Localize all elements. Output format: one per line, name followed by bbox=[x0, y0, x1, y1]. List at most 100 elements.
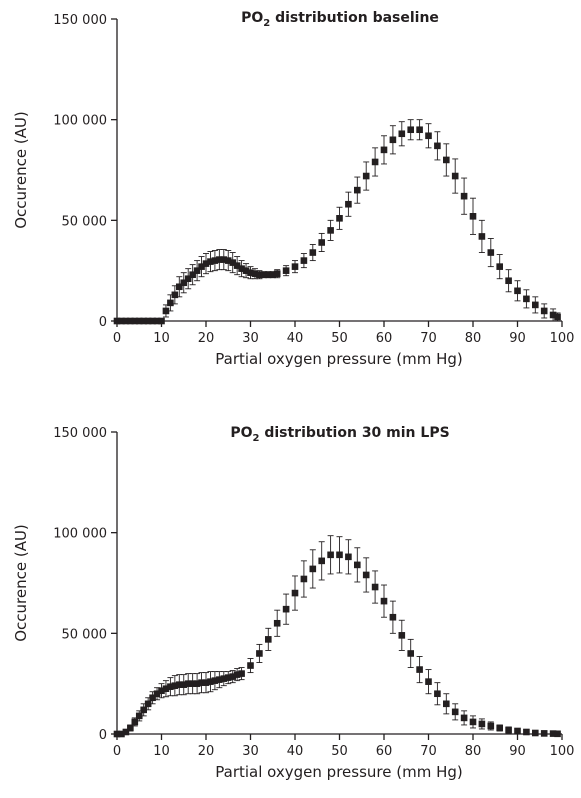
data-point bbox=[460, 714, 468, 722]
data-point bbox=[451, 708, 459, 716]
data-point bbox=[443, 700, 450, 708]
data-point bbox=[167, 683, 174, 690]
x-tick-label: 50 bbox=[331, 331, 348, 346]
data-point bbox=[198, 679, 205, 686]
data-point bbox=[425, 132, 432, 140]
data-point bbox=[540, 307, 548, 315]
data-points bbox=[113, 119, 561, 325]
data-point bbox=[398, 632, 406, 639]
data-point bbox=[273, 270, 281, 277]
data-point bbox=[207, 678, 214, 685]
data-point bbox=[514, 287, 521, 295]
data-point bbox=[318, 557, 325, 565]
data-point bbox=[153, 690, 161, 698]
x-tick-label: 10 bbox=[153, 331, 170, 346]
y-tick-label: 50 000 bbox=[62, 214, 108, 229]
axis-frame bbox=[116, 432, 562, 735]
x-tick-label: 20 bbox=[198, 744, 215, 759]
x-axis-label: Partial oxygen pressure (mm Hg) bbox=[215, 350, 462, 368]
x-tick-label: 10 bbox=[153, 744, 170, 759]
data-point bbox=[189, 680, 196, 687]
data-point bbox=[282, 605, 290, 613]
data-point bbox=[220, 675, 228, 682]
data-point bbox=[371, 583, 379, 591]
x-tick-label: 40 bbox=[287, 744, 304, 759]
data-point bbox=[211, 257, 219, 264]
data-point bbox=[478, 720, 486, 728]
data-point bbox=[216, 676, 223, 683]
y-axis-ticks: 0 50 000 100 000 150 000 bbox=[53, 13, 117, 330]
data-point bbox=[469, 718, 477, 726]
x-tick-label: 80 bbox=[465, 331, 482, 346]
data-point bbox=[202, 260, 210, 267]
data-point bbox=[389, 613, 397, 621]
x-tick-label: 0 bbox=[113, 331, 121, 346]
x-tick-label: 90 bbox=[509, 331, 526, 346]
data-point bbox=[211, 677, 219, 684]
data-point bbox=[514, 727, 521, 735]
data-point bbox=[193, 680, 201, 687]
data-point bbox=[149, 694, 156, 702]
data-point bbox=[189, 271, 196, 278]
data-point bbox=[300, 575, 308, 583]
data-point bbox=[434, 142, 441, 150]
data-point bbox=[532, 729, 539, 737]
data-point bbox=[416, 126, 423, 134]
data-point bbox=[478, 233, 486, 240]
data-point bbox=[260, 271, 268, 278]
data-point bbox=[238, 265, 245, 272]
data-point bbox=[345, 200, 352, 208]
data-point bbox=[554, 313, 561, 321]
data-point bbox=[523, 728, 530, 736]
data-point bbox=[345, 553, 352, 561]
data-point bbox=[233, 671, 241, 678]
data-point bbox=[487, 249, 495, 256]
data-point bbox=[371, 158, 379, 166]
data-point bbox=[309, 249, 317, 256]
x-tick-label: 60 bbox=[376, 744, 393, 759]
data-point bbox=[425, 678, 432, 685]
y-tick-label: 150 000 bbox=[53, 426, 107, 441]
y-tick-label: 50 000 bbox=[62, 627, 108, 642]
chart-title: PO2 distribution baseline bbox=[241, 10, 439, 29]
data-point bbox=[162, 307, 170, 315]
data-point bbox=[144, 700, 152, 708]
data-point bbox=[380, 146, 388, 154]
data-point bbox=[407, 650, 414, 657]
x-tick-label: 30 bbox=[242, 331, 259, 346]
x-tick-label: 60 bbox=[376, 331, 393, 346]
x-tick-label: 50 bbox=[331, 744, 348, 759]
data-point bbox=[176, 283, 183, 291]
x-tick-label: 70 bbox=[420, 331, 437, 346]
y-axis-label: Occurence (AU) bbox=[12, 524, 30, 642]
data-point bbox=[184, 680, 192, 687]
data-point bbox=[265, 636, 272, 643]
data-point bbox=[122, 728, 130, 736]
data-point bbox=[434, 690, 441, 698]
x-axis-label: Partial oxygen pressure (mm Hg) bbox=[215, 763, 462, 781]
x-axis-ticks: 0 10 20 30 40 50 60 70 80 90 100 bbox=[113, 734, 574, 759]
data-point bbox=[216, 256, 223, 263]
data-point bbox=[336, 215, 343, 222]
data-point bbox=[135, 712, 143, 720]
data-point bbox=[380, 597, 388, 605]
data-point bbox=[180, 279, 188, 287]
data-point bbox=[220, 256, 228, 263]
data-point bbox=[309, 565, 317, 573]
data-point bbox=[505, 277, 512, 285]
data-point bbox=[238, 670, 245, 677]
chart-title: PO2 distribution 30 min LPS bbox=[230, 425, 449, 444]
data-point bbox=[233, 262, 241, 269]
y-tick-label: 100 000 bbox=[53, 114, 107, 129]
data-point bbox=[247, 662, 254, 669]
x-axis-ticks: 0 10 20 30 40 50 60 70 80 90 100 bbox=[113, 321, 574, 346]
data-point bbox=[291, 263, 299, 270]
data-point bbox=[523, 295, 530, 303]
y-tick-label: 100 000 bbox=[53, 527, 107, 542]
data-point bbox=[398, 130, 406, 138]
x-tick-label: 80 bbox=[465, 744, 482, 759]
data-point bbox=[451, 172, 459, 180]
data-point bbox=[549, 311, 557, 319]
data-points bbox=[113, 535, 561, 738]
